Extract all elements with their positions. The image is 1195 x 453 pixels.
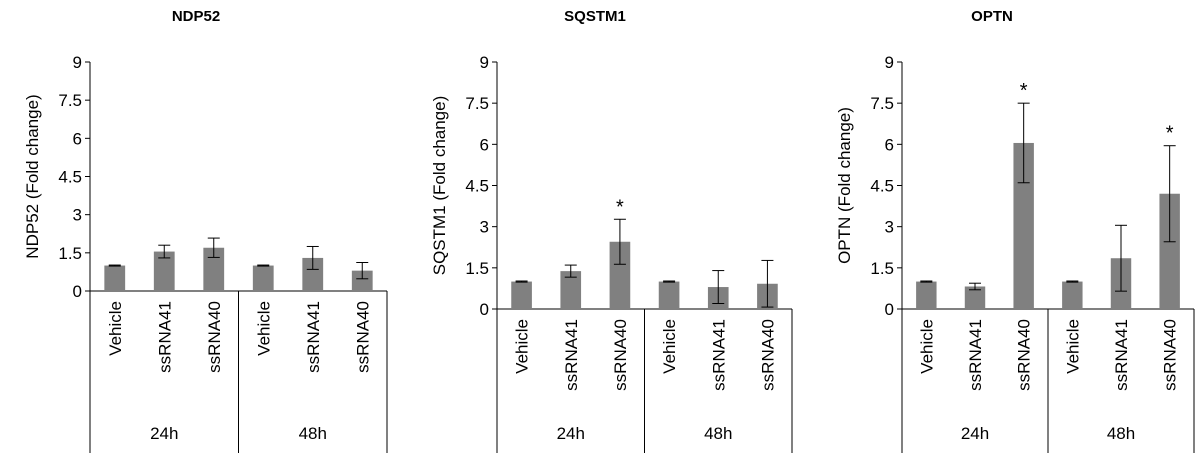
y-tick-label: 4.5 — [58, 168, 82, 187]
category-label: Vehicle — [917, 319, 936, 374]
category-label: ssRNA41 — [155, 301, 174, 373]
chart-panel-2: SQSTM1 0 1.5 3 4.5 6 7.5 9 SQSTM1 (Fold change) 2… — [430, 8, 793, 453]
category-label: ssRNA40 — [353, 301, 372, 373]
bar — [153, 251, 175, 291]
group-label: 48h — [1107, 424, 1135, 443]
bar — [104, 265, 126, 291]
chart-title: SQSTM1 — [564, 8, 626, 25]
chart-title: NDP52 — [172, 8, 220, 25]
y-tick-label: 7.5 — [58, 91, 82, 110]
chart-title: OPTN — [971, 8, 1013, 25]
group-label: 48h — [299, 424, 327, 443]
bar — [302, 257, 324, 291]
y-axis-label: NDP52 (Fold change) — [23, 94, 42, 258]
significance-marker: * — [616, 196, 624, 218]
bar — [658, 281, 680, 309]
group-label: 24h — [557, 424, 585, 443]
y-tick-label: 4.5 — [870, 177, 894, 196]
y-tick-label: 6 — [73, 129, 82, 148]
chart-panel-1: NDP52 0 1.5 3 4.5 6 7.5 9 NDP52 (Fold change) 24h… — [23, 8, 388, 453]
y-axis-label: OPTN (Fold change) — [835, 107, 854, 264]
bar — [203, 247, 225, 291]
y-tick-label: 3 — [480, 218, 489, 237]
category-label: ssRNA41 — [304, 301, 323, 373]
bar — [1062, 281, 1083, 309]
bar — [252, 265, 274, 291]
significance-marker: * — [1166, 123, 1174, 145]
category-label: Vehicle — [513, 319, 532, 374]
category-label: ssRNA40 — [611, 319, 630, 391]
y-tick-label: 9 — [73, 53, 82, 72]
bar — [1013, 142, 1034, 309]
y-tick-label: 1.5 — [870, 259, 894, 278]
y-tick-label: 3 — [885, 218, 894, 237]
y-tick-label: 1.5 — [58, 244, 82, 263]
bar — [916, 281, 937, 309]
category-label: ssRNA41 — [562, 319, 581, 391]
category-label: Vehicle — [660, 319, 679, 374]
y-tick-label: 9 — [885, 53, 894, 72]
category-label: ssRNA40 — [1161, 319, 1180, 391]
group-label: 48h — [704, 424, 732, 443]
category-label: ssRNA40 — [205, 301, 224, 373]
category-label: ssRNA41 — [709, 319, 728, 391]
bar — [964, 286, 986, 309]
y-tick-label: 0 — [885, 300, 894, 319]
bar — [511, 281, 532, 309]
significance-marker: * — [1020, 80, 1028, 102]
category-label: ssRNA40 — [758, 319, 777, 391]
y-tick-label: 4.5 — [465, 177, 489, 196]
category-label: ssRNA41 — [966, 319, 985, 391]
category-label: ssRNA41 — [1112, 319, 1131, 391]
y-tick-label: 9 — [480, 53, 489, 72]
bar — [351, 270, 373, 291]
y-tick-label: 6 — [885, 135, 894, 154]
y-tick-label: 1.5 — [465, 259, 489, 278]
y-axis-label: SQSTM1 (Fold change) — [430, 96, 449, 276]
bar — [609, 241, 631, 309]
category-label: Vehicle — [254, 301, 273, 356]
category-label: Vehicle — [1063, 319, 1082, 374]
group-label: 24h — [150, 424, 178, 443]
y-tick-label: 3 — [73, 206, 82, 225]
y-tick-label: 7.5 — [870, 94, 894, 113]
y-tick-label: 6 — [480, 135, 489, 154]
category-label: Vehicle — [106, 301, 125, 356]
category-label: ssRNA40 — [1015, 319, 1034, 391]
y-tick-label: 7.5 — [465, 94, 489, 113]
y-tick-label: 0 — [480, 300, 489, 319]
bar — [560, 271, 582, 309]
y-tick-label: 0 — [73, 282, 82, 301]
bar — [1159, 193, 1180, 309]
chart-panel-3: OPTN 0 1.5 3 4.5 6 7.5 9 OPTN (Fold change) 24h 48… — [835, 8, 1195, 453]
group-label: 24h — [961, 424, 989, 443]
